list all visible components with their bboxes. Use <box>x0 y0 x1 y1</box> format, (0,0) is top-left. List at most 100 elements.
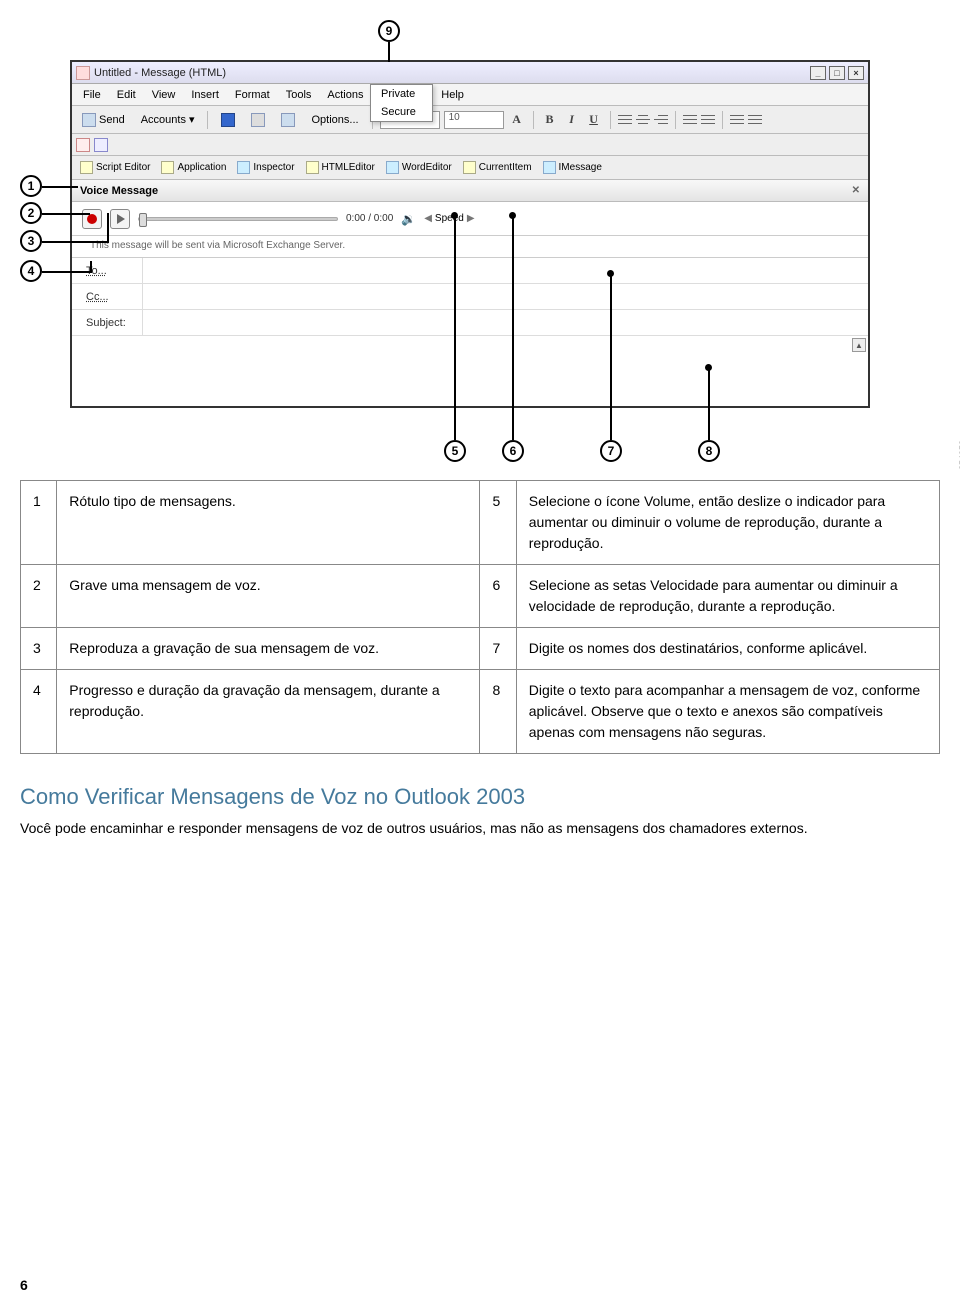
dropdown-private[interactable]: Private <box>371 85 432 103</box>
cut-button[interactable] <box>245 110 271 130</box>
toolbar: Send Accounts▾ Options... Aria 10 A B I … <box>72 106 868 134</box>
page-number: 6 <box>20 1277 28 1293</box>
to-input[interactable] <box>142 258 868 283</box>
callout-1: 1 <box>20 175 42 197</box>
menu-file[interactable]: File <box>76 87 108 103</box>
attach-icon <box>281 113 295 127</box>
tb3-currentitem[interactable]: CurrentItem <box>459 159 536 176</box>
imessage-icon <box>543 161 556 174</box>
progress-thumb[interactable] <box>139 213 147 227</box>
align-center-button[interactable] <box>636 114 650 126</box>
list-button[interactable] <box>683 114 697 126</box>
tb3-htmleditor[interactable]: HTMLEditor <box>302 159 379 176</box>
options-button[interactable]: Options... <box>305 111 364 129</box>
importance-icon[interactable] <box>94 138 108 152</box>
cc-input[interactable] <box>142 284 868 309</box>
options-label: Options... <box>311 114 358 126</box>
cell-3-desc: Reproduza a gravação de sua mensagem de … <box>57 628 480 670</box>
minimize-button[interactable]: _ <box>810 66 826 80</box>
menu-insert[interactable]: Insert <box>184 87 226 103</box>
legend-table: 1 Rótulo tipo de mensagens. 5 Selecione … <box>20 480 940 754</box>
font-color-button[interactable]: A <box>508 112 526 128</box>
message-body[interactable]: ▲ <box>72 336 868 406</box>
numbered-list-button[interactable] <box>701 114 715 126</box>
callout-7-line <box>610 274 612 440</box>
cell-3-num: 3 <box>21 628 57 670</box>
subject-input[interactable] <box>142 310 868 335</box>
cc-button[interactable]: Cc... <box>72 291 142 303</box>
close-button[interactable]: × <box>848 66 864 80</box>
htmleditor-icon <box>306 161 319 174</box>
tb3-application[interactable]: Application <box>157 159 230 176</box>
progress-slider[interactable] <box>138 217 338 221</box>
font-size-select[interactable]: 10 <box>444 111 504 129</box>
callout-7-dot <box>607 270 614 277</box>
align-right-button[interactable] <box>654 114 668 126</box>
cell-7-num: 7 <box>480 628 516 670</box>
currentitem-label: CurrentItem <box>479 162 532 173</box>
outdent-button[interactable] <box>730 114 744 126</box>
play-button[interactable] <box>110 209 130 229</box>
menu-actions[interactable]: Actions <box>320 87 370 103</box>
play-icon <box>117 214 125 224</box>
callout-2-line <box>42 213 90 215</box>
callout-1-line <box>42 186 78 188</box>
record-button[interactable] <box>82 209 102 229</box>
menu-view[interactable]: View <box>145 87 183 103</box>
volume-icon[interactable]: 🔉 <box>401 212 416 226</box>
bold-button[interactable]: B <box>541 112 559 128</box>
callout-9: 9 <box>378 20 400 42</box>
toolbar-3: Script Editor Application Inspector HTML… <box>72 156 868 180</box>
table-row: 3 Reproduza a gravação de sua mensagem d… <box>21 628 940 670</box>
viewmail-dropdown: Private Secure <box>370 84 433 122</box>
menu-tools[interactable]: Tools <box>279 87 319 103</box>
maximize-button[interactable]: □ <box>829 66 845 80</box>
speed-up-icon[interactable]: ▶ <box>467 213 475 224</box>
cell-4-num: 4 <box>21 670 57 754</box>
callout-6-dot <box>509 212 516 219</box>
flag-icon[interactable] <box>76 138 90 152</box>
voice-message-collapse-icon[interactable]: ✕ <box>852 185 860 196</box>
table-row: 4 Progresso e duração da gravação da men… <box>21 670 940 754</box>
callout-5-line <box>454 216 456 440</box>
menu-edit[interactable]: Edit <box>110 87 143 103</box>
cell-6-desc: Selecione as setas Velocidade para aumen… <box>516 565 939 628</box>
underline-button[interactable]: U <box>585 112 603 128</box>
tb3-wordeditor[interactable]: WordEditor <box>382 159 456 176</box>
tb3-script-editor[interactable]: Script Editor <box>76 159 154 176</box>
indent-button[interactable] <box>748 114 762 126</box>
italic-button[interactable]: I <box>563 112 581 128</box>
tb3-inspector[interactable]: Inspector <box>233 159 298 176</box>
attach-button[interactable] <box>275 110 301 130</box>
tb3-imessage[interactable]: IMessage <box>539 159 606 176</box>
align-left-button[interactable] <box>618 114 632 126</box>
speed-down-icon[interactable]: ◀ <box>424 213 432 224</box>
window-controls: _ □ × <box>810 66 864 80</box>
window-title: Untitled - Message (HTML) <box>94 67 226 79</box>
cell-7-desc: Digite os nomes dos destinatários, confo… <box>516 628 939 670</box>
toolbar-separator-4 <box>610 111 611 129</box>
body-scroll-up-icon[interactable]: ▲ <box>852 338 866 352</box>
speed-label: Speed <box>435 213 464 224</box>
cell-8-num: 8 <box>480 670 516 754</box>
callout-6: 6 <box>502 440 524 462</box>
currentitem-icon <box>463 161 476 174</box>
toolbar-separator-5 <box>675 111 676 129</box>
wordeditor-icon <box>386 161 399 174</box>
toolbar-separator <box>207 111 208 129</box>
accounts-button[interactable]: Accounts▾ <box>135 110 201 129</box>
application-icon <box>161 161 174 174</box>
send-button[interactable]: Send <box>76 110 131 130</box>
menu-format[interactable]: Format <box>228 87 277 103</box>
toolbar-2 <box>72 134 868 156</box>
menubar: File Edit View Insert Format Tools Actio… <box>72 84 868 106</box>
application-label: Application <box>177 162 226 173</box>
menu-help[interactable]: Help <box>434 87 471 103</box>
exchange-note: This message will be sent via Microsoft … <box>72 236 868 258</box>
subject-label: Subject: <box>72 317 142 329</box>
inspector-icon <box>237 161 250 174</box>
save-button[interactable] <box>215 110 241 130</box>
cell-4-desc: Progresso e duração da gravação da mensa… <box>57 670 480 754</box>
script-editor-icon <box>80 161 93 174</box>
dropdown-secure[interactable]: Secure <box>371 103 432 121</box>
